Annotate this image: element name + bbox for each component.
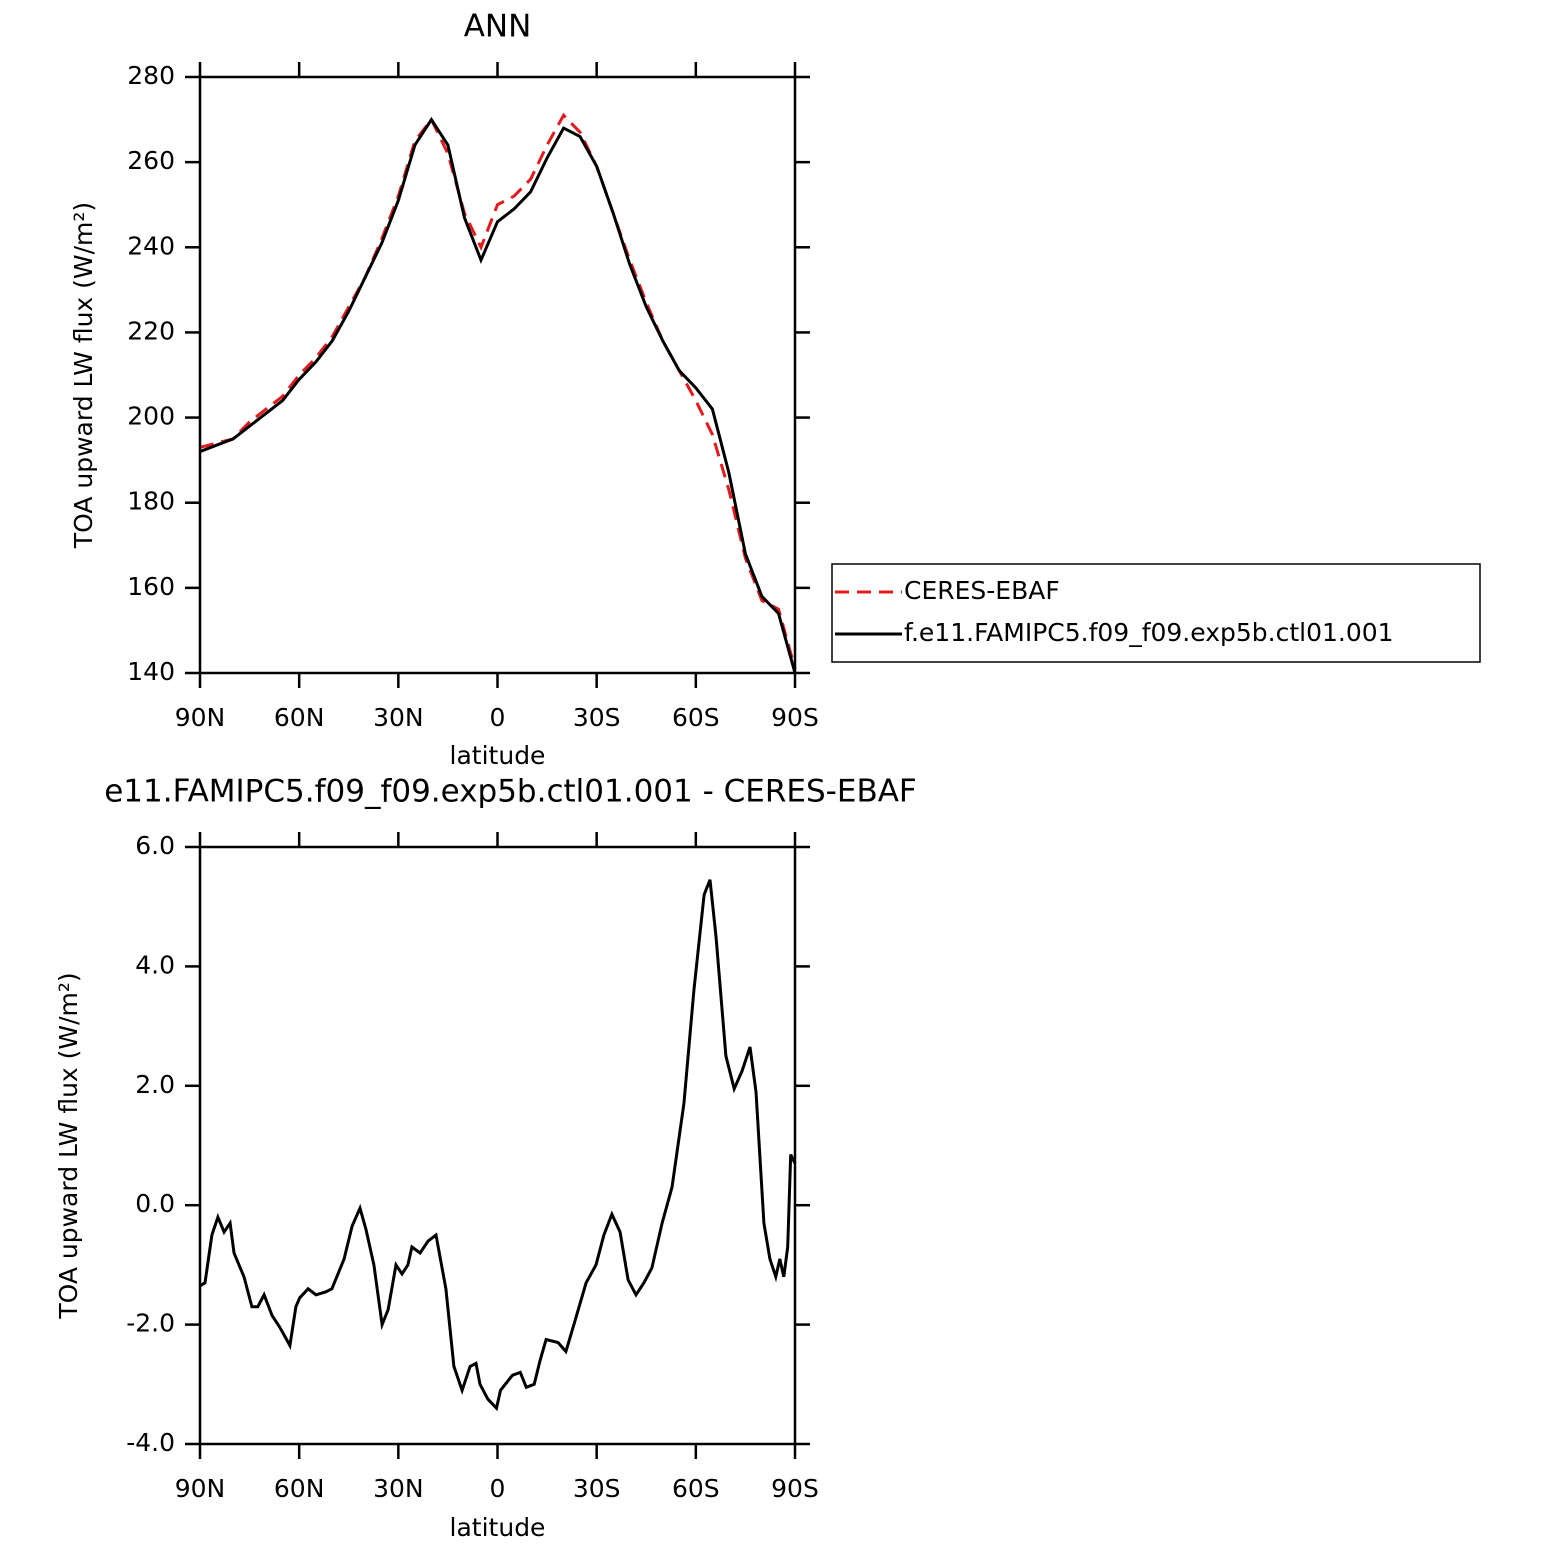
x-tick-label: 90S: [771, 1474, 819, 1503]
x-tick-label: 60S: [672, 703, 720, 732]
x-tick-label: 30S: [573, 1474, 621, 1503]
y-tick-label: 160: [127, 572, 175, 601]
y-tick-label: 220: [127, 316, 175, 345]
x-axis-label: latitude: [450, 741, 546, 770]
y-tick-label: 140: [127, 657, 175, 686]
x-tick-label: 30S: [573, 703, 621, 732]
y-tick-label: 4.0: [135, 950, 175, 979]
x-axis-label: latitude: [450, 1513, 546, 1542]
x-tick-label: 60S: [672, 1474, 720, 1503]
y-tick-label: 280: [127, 61, 175, 90]
series-line: [199, 112, 797, 670]
legend-label: CERES-EBAF: [904, 576, 1060, 605]
chart-title: e11.FAMIPC5.f09_f09.exp5b.ctl01.001 - CE…: [104, 774, 917, 810]
x-tick-label: 90N: [175, 1474, 226, 1503]
y-tick-label: 180: [127, 487, 175, 516]
x-tick-label: 0: [490, 1474, 506, 1503]
y-axis-label: TOA upward LW flux (W/m²): [69, 202, 98, 549]
y-axis-label: TOA upward LW flux (W/m²): [54, 972, 83, 1319]
x-tick-label: 30N: [373, 703, 424, 732]
plot-frame: [198, 75, 797, 675]
plot-frame: [198, 845, 797, 1446]
y-tick-label: 200: [127, 402, 175, 431]
x-tick-label: 60N: [274, 1474, 325, 1503]
y-tick-label: 240: [127, 231, 175, 260]
y-tick-label: 260: [127, 146, 175, 175]
y-tick-label: 6.0: [135, 831, 175, 860]
y-tick-label: 0.0: [135, 1189, 175, 1218]
series-line: [199, 116, 797, 674]
legend-box: [831, 563, 1481, 663]
x-tick-label: 60N: [274, 703, 325, 732]
y-tick-label: -4.0: [126, 1428, 175, 1457]
x-tick-label: 90N: [175, 703, 226, 732]
y-tick-label: 2.0: [135, 1070, 175, 1099]
series-line: [199, 879, 797, 1412]
x-tick-label: 90S: [771, 703, 819, 732]
x-tick-label: 0: [490, 703, 506, 732]
legend-label: f.e11.FAMIPC5.f09_f09.exp5b.ctl01.001: [904, 618, 1394, 647]
chart-title: ANN: [464, 9, 532, 45]
y-tick-label: -2.0: [126, 1309, 175, 1338]
x-tick-label: 30N: [373, 1474, 424, 1503]
